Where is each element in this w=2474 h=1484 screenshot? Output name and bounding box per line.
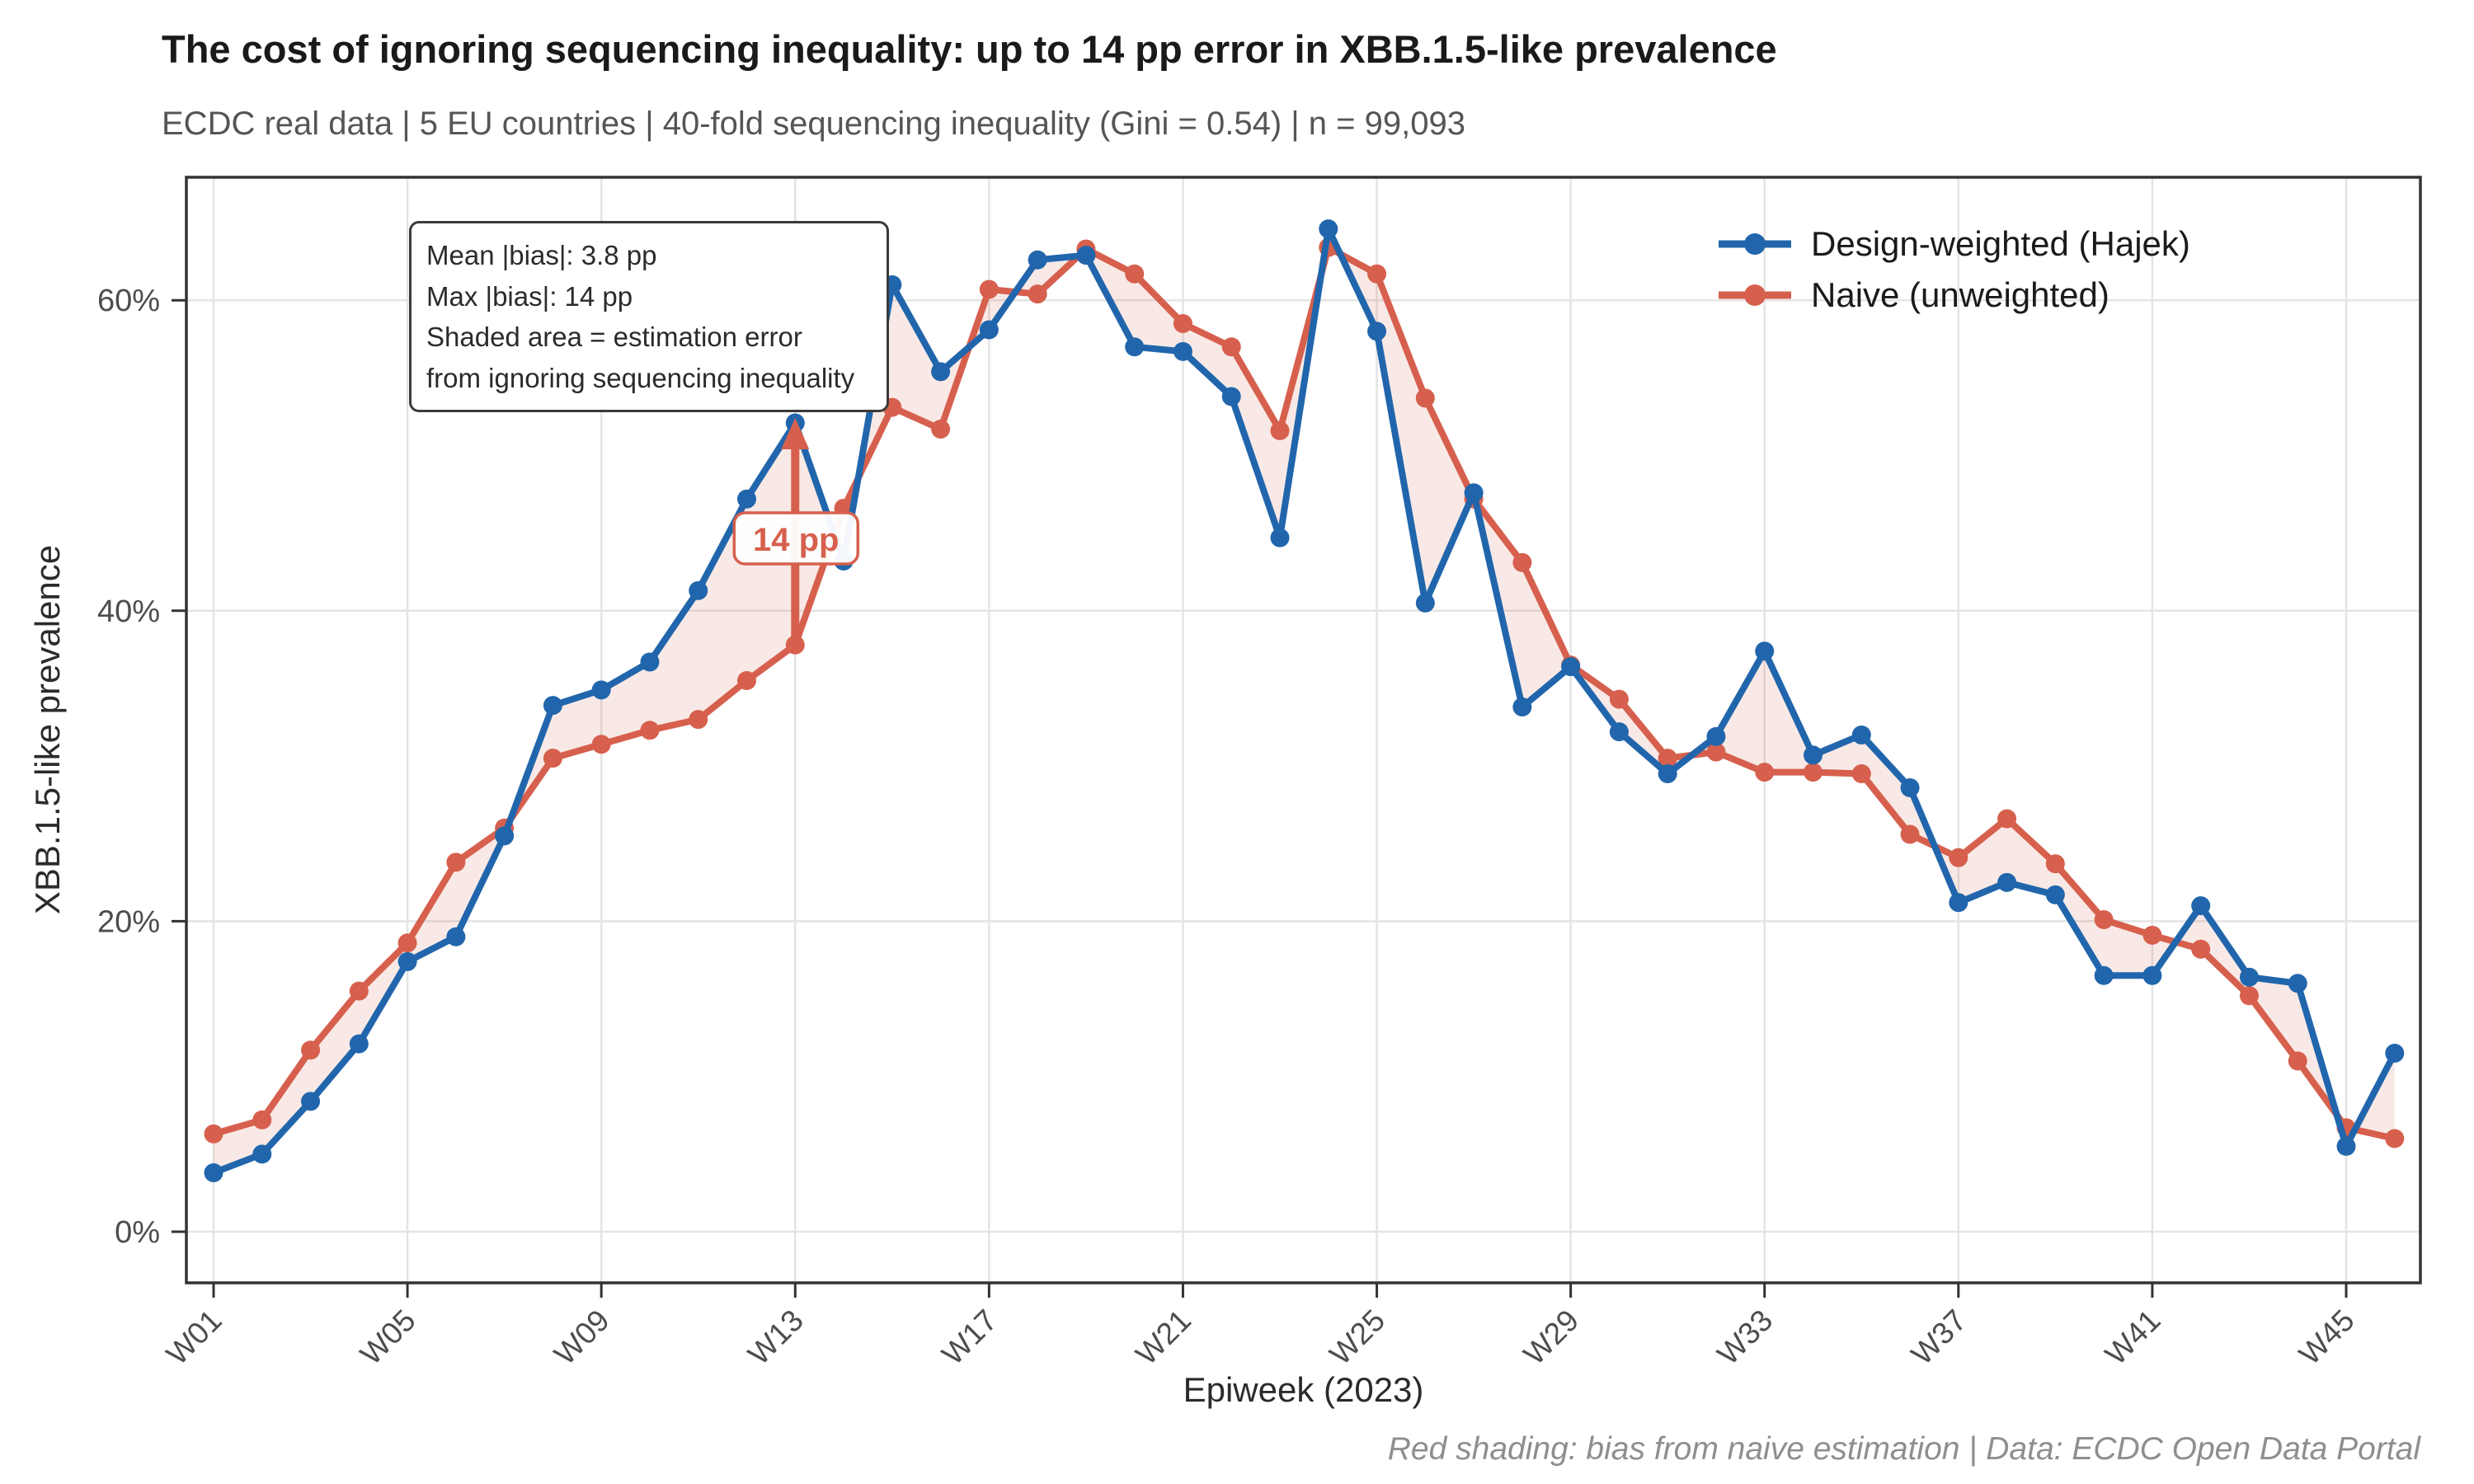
annotation-line-shaded-area-1: Shaded area = estimation error [426,322,802,352]
svg-text:W09: W09 [548,1303,616,1372]
svg-text:W21: W21 [1129,1303,1197,1372]
max-bias-callout-box [732,511,860,566]
svg-text:0%: 0% [115,1215,160,1250]
svg-text:W37: W37 [1905,1303,1973,1372]
svg-text:W01: W01 [160,1303,228,1372]
svg-text:40%: 40% [97,594,160,629]
svg-text:60%: 60% [97,284,160,318]
svg-text:W25: W25 [1323,1303,1391,1372]
svg-text:W45: W45 [2293,1303,2361,1372]
max-bias-arrow: 14 pp [732,417,860,646]
legend-label-naive: Naive (unweighted) [1811,275,2109,314]
legend-label-hajek: Design-weighted (Hajek) [1811,224,2190,263]
legend: Design-weighted (Hajek) Naive (unweighte… [1717,224,2190,315]
bias-summary-annotation: Mean |bias|: 3.8 pp Max |bias|: 14 pp Sh… [409,221,889,412]
svg-text:W17: W17 [935,1303,1004,1372]
panel-border [185,176,2422,1284]
svg-text:W41: W41 [2099,1303,2167,1372]
naive-series [204,237,2405,1148]
chart-title: The cost of ignoring sequencing inequali… [162,27,1777,71]
annotation-line-shaded-area-2: from ignoring sequencing inequality [426,362,855,393]
chart-subtitle: ECDC real data | 5 EU countries | 40-fol… [162,106,1465,142]
legend-item-naive: Naive (unweighted) [1717,275,2190,315]
legend-key-hajek-line-icon [1719,233,1791,255]
svg-text:W05: W05 [354,1303,422,1372]
legend-item-hajek: Design-weighted (Hajek) [1717,224,2190,264]
annotation-line-max-bias: Max |bias|: 14 pp [426,280,633,312]
svg-text:W13: W13 [741,1303,810,1372]
svg-text:W33: W33 [1711,1303,1780,1372]
y-axis-title: XBB.1.5-like prevalence [28,544,67,915]
gridlines [186,177,2420,1283]
legend-key-naive-line-icon [1719,284,1791,306]
svg-text:W29: W29 [1517,1303,1586,1372]
x-axis-title: Epiweek (2023) [1183,1370,1424,1409]
caption: Red shading: bias from naive estimation … [1387,1431,2420,1467]
axis-ticks: 0% 20% 40% 60% W01 W05 W09 W13 W17 W21 W25 W29 W33 W3… [97,284,2361,1371]
hajek-series [204,219,2405,1182]
annotation-line-mean-bias: Mean |bias|: 3.8 pp [426,240,657,270]
svg-text:20%: 20% [97,904,160,939]
error-shading-area [214,228,2395,1173]
max-bias-callout-label: 14 pp [753,522,839,558]
